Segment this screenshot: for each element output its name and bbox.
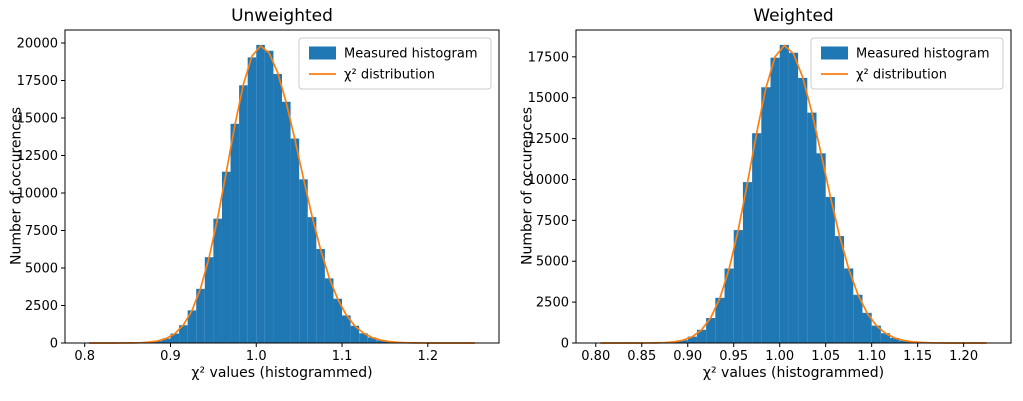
y-tick-label: 0 [50,337,58,352]
legend-label: Measured histogram [344,47,478,62]
legend-label: χ² distribution [856,68,947,83]
x-tick-label: 1.00 [765,349,794,364]
y-tick-label: 10000 [528,173,569,188]
unweighted-plot-canvas: 0.8 0.9 1.0 1.1 1.2 0 2500 5000 7500 10000 12500 15… [17,29,500,364]
tick-labels: 0.8 0.9 1.0 1.1 1.2 0 2500 5000 7500 10000 12500 15… [17,36,439,364]
histogram-bars [632,44,964,344]
x-tick-label: 0.85 [627,349,656,364]
x-tick-label: 1.20 [949,349,978,364]
y-tick-label: 2500 [25,299,58,314]
plot-title-unweighted: Unweighted [231,6,333,26]
x-axis-label: χ² values (histogrammed) [191,365,373,381]
y-tick-label: 12500 [17,149,58,164]
legend-box [810,37,1004,90]
x-tick-label: 0.95 [719,349,748,364]
x-tick-label: 1.15 [903,349,932,364]
tick-labels: 0.80 0.85 0.90 0.95 1.00 1.05 1.10 1.15 1.20 0 250… [528,50,978,364]
weighted-plot-canvas: 0.80 0.85 0.90 0.95 1.00 1.05 1.10 1.15 1.20 0 250… [528,29,1012,364]
y-tick-label: 12500 [528,132,569,147]
histogram-bars [101,44,454,343]
y-tick-label: 10000 [17,186,58,201]
axis-ticks [572,56,965,347]
legend: Measured histogram χ² distribution [298,37,492,90]
y-tick-label: 7500 [536,214,569,229]
x-tick-label: 0.90 [673,349,702,364]
y-tick-label: 20000 [17,36,58,51]
x-tick-label: 1.10 [857,349,886,364]
legend-box [298,37,492,90]
y-axis-label: Number of occurences [8,107,25,266]
y-tick-label: 15000 [528,91,569,106]
y-tick-label: 5000 [25,261,58,276]
plot-title-weighted: Weighted [753,6,834,26]
y-tick-label: 17500 [528,50,569,65]
y-axis-label: Number of occurences [519,107,536,266]
weighted-panel: 0.80 0.85 0.90 0.95 1.00 1.05 1.10 1.15 1.20 0 250… [511,0,1023,401]
y-tick-label: 15000 [17,111,58,126]
x-tick-label: 0.80 [581,349,610,364]
legend-swatch-histogram [821,46,848,60]
legend-swatch-histogram [309,46,336,60]
legend-label: χ² distribution [344,68,435,83]
x-tick-label: 0.8 [74,349,95,364]
y-tick-label: 5000 [536,255,569,270]
x-tick-label: 1.05 [811,349,840,364]
y-tick-label: 0 [561,337,569,352]
unweighted-panel: 0.8 0.9 1.0 1.1 1.2 0 2500 5000 7500 10000 12500 15… [0,0,511,401]
x-tick-label: 1.0 [246,349,267,364]
axes-frame [575,29,1012,344]
y-tick-label: 2500 [536,296,569,311]
y-tick-label: 17500 [17,74,58,89]
axes-frame [64,29,500,344]
x-tick-label: 1.1 [332,349,353,364]
x-axis-label: χ² values (histogrammed) [702,365,885,381]
x-tick-label: 1.2 [417,349,438,364]
legend-label: Measured histogram [856,47,990,62]
axis-ticks [61,42,429,347]
legend: Measured histogram χ² distribution [810,37,1004,90]
x-tick-label: 0.9 [160,349,181,364]
y-tick-label: 7500 [25,224,58,239]
